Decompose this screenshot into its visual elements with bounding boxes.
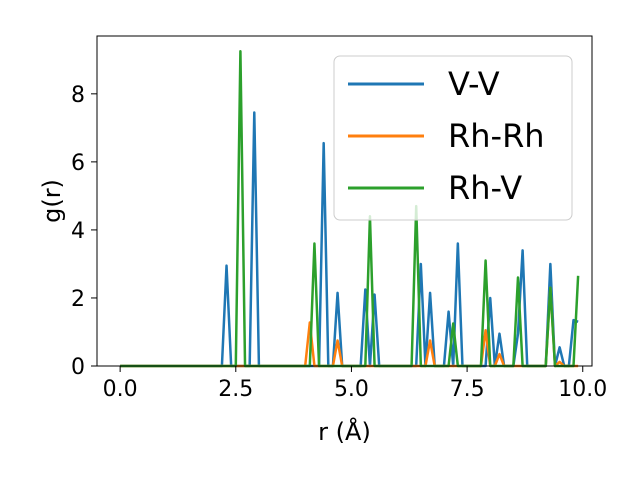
- y-tick-label: 8: [71, 83, 85, 108]
- x-tick-label: 7.5: [450, 377, 485, 402]
- x-tick-label: 0.0: [103, 377, 138, 402]
- legend-box: [333, 55, 573, 221]
- y-tick-label: 0: [71, 355, 85, 380]
- y-tick-label: 4: [71, 219, 85, 244]
- legend-label-rh-v: Rh-V: [448, 169, 522, 207]
- x-tick-label: 2.5: [218, 377, 253, 402]
- y-tick-label: 2: [71, 287, 85, 312]
- legend-label-rh-rh: Rh-Rh: [448, 117, 545, 155]
- y-tick-label: 6: [71, 151, 85, 176]
- x-axis-label: r (Å): [318, 417, 371, 446]
- x-tick-label: 5.0: [334, 377, 369, 402]
- x-tick-label: 10.0: [558, 377, 607, 402]
- legend-label-v-v: V-V: [448, 65, 500, 103]
- y-axis-label: g(r): [38, 179, 66, 223]
- plot-frame: [96, 35, 593, 367]
- legend: V-V Rh-Rh Rh-V: [333, 55, 573, 221]
- ticks-layer: 0.0 2.5 5.0 7.5 10.0 0 2 4 6 8: [71, 83, 607, 402]
